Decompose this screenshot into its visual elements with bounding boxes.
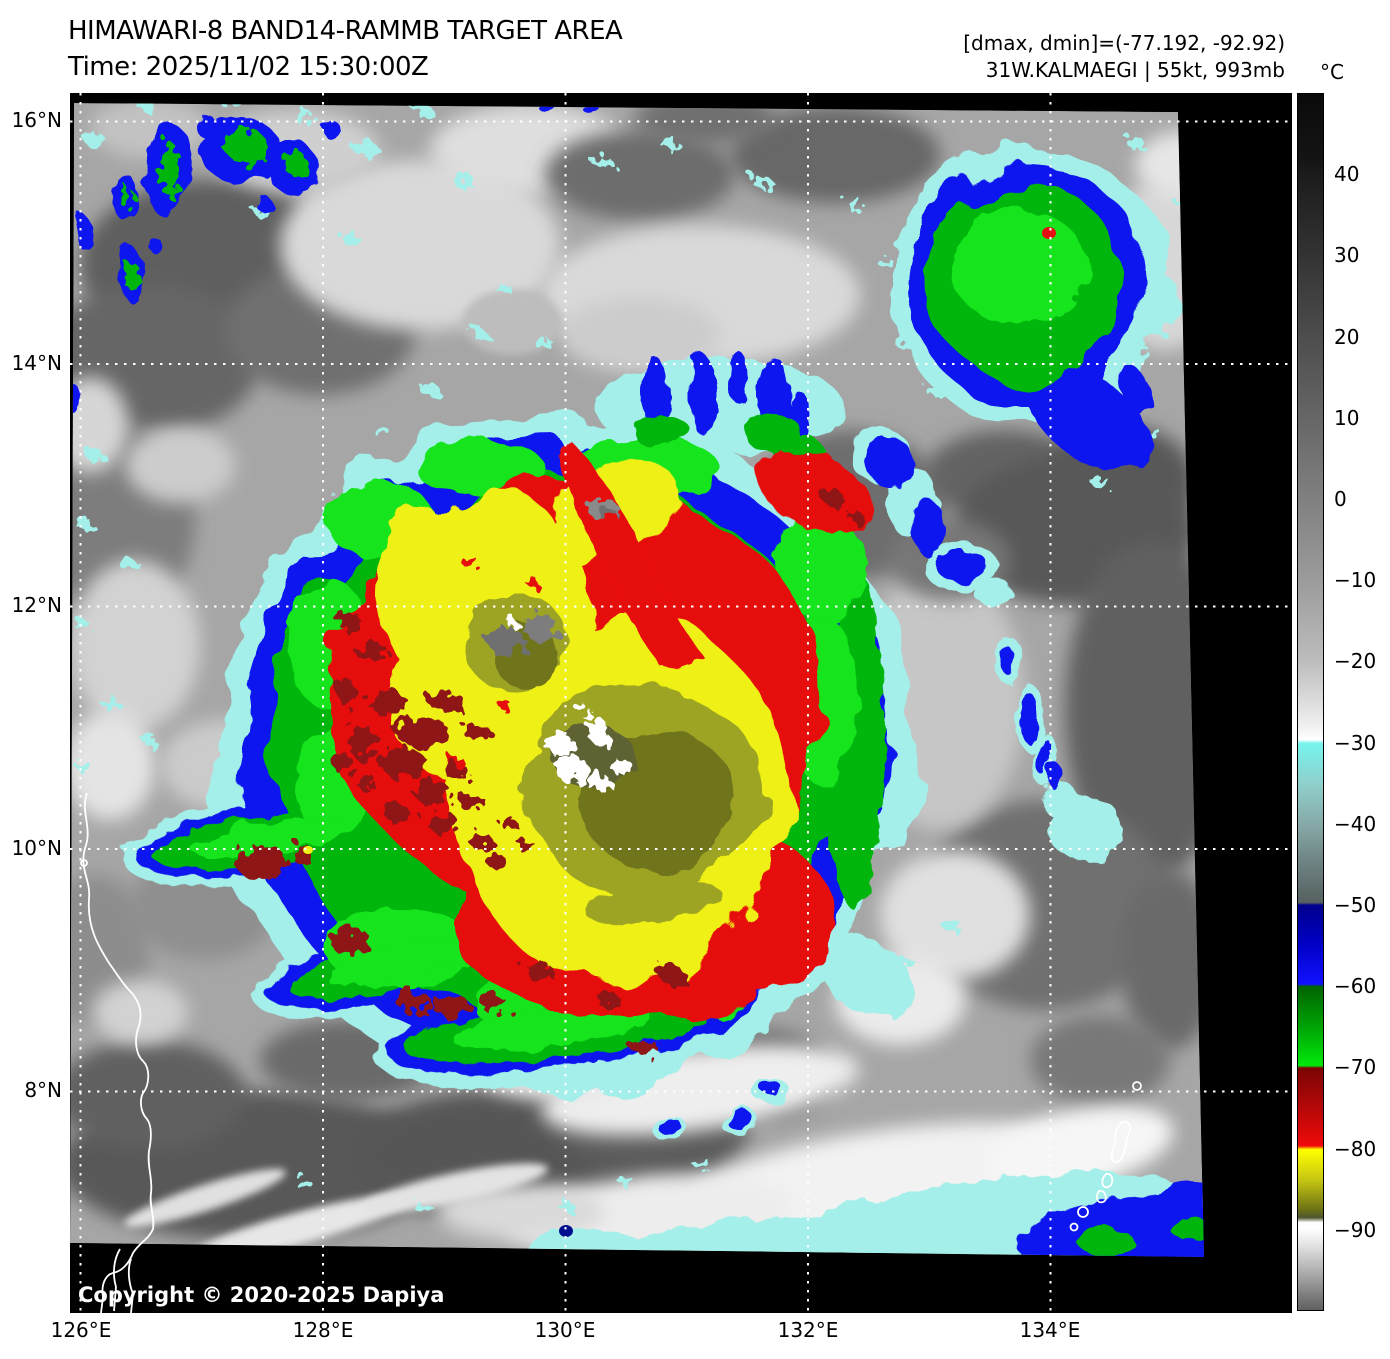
colorbar-tick: −80 [1334,1137,1377,1161]
lat-label-14n: 14°N [11,351,62,375]
storm-id-intensity: 31W.KALMAEGI | 55kt, 993mb [985,58,1285,82]
maroon-speckles [236,488,864,1054]
lon-label-130e: 130°E [534,1318,596,1342]
copyright-notice: Copyright © 2020-2025 Dapiya [78,1283,445,1307]
colorbar-tick: −30 [1334,731,1377,755]
colorbar-gradient [1297,93,1324,1311]
colorbar-tick: 40 [1334,162,1360,186]
timestamp: Time: 2025/11/02 15:30:00Z [68,52,429,82]
colorbar-tick: −70 [1334,1055,1377,1079]
dmax-dmin-readout: [dmax, dmin]=(-77.192, -92.92) [963,31,1285,55]
colorbar-tick: −50 [1334,893,1377,917]
colorbar-tick: −90 [1334,1218,1377,1242]
colorbar-tick: 30 [1334,243,1360,267]
coastline-palau [1110,1120,1132,1163]
coastlines [80,792,1142,1313]
page-title: HIMAWARI-8 BAND14-RAMMB TARGET AREA [68,16,623,46]
ne-blob-red-tick [1042,227,1056,239]
lat-label-8n: 8°N [24,1078,62,1102]
colorbar-tick: 10 [1334,406,1360,430]
colorbar-tick: 20 [1334,325,1360,349]
lon-label-126e: 126°E [50,1318,112,1342]
colorbar-tick: −20 [1334,649,1377,673]
lat-label-12n: 12°N [11,593,62,617]
gridlines [70,93,1292,1313]
lon-label-132e: 132°E [777,1318,839,1342]
lon-label-128e: 128°E [292,1318,354,1342]
lon-label-134e: 134°E [1019,1318,1081,1342]
colorbar-unit-label: °C [1320,60,1344,84]
lat-label-10n: 10°N [11,836,62,860]
colorbar-tick: −40 [1334,812,1377,836]
overshooting-tops-white [506,617,632,790]
colorbar-tick: −10 [1334,568,1377,592]
colorbar-tick: −60 [1334,974,1377,998]
lat-label-16n: 16°N [11,108,62,132]
colorbar-tick: 0 [1334,487,1347,511]
data-swath [70,103,1204,1257]
coastline-mindanao [82,792,155,1313]
